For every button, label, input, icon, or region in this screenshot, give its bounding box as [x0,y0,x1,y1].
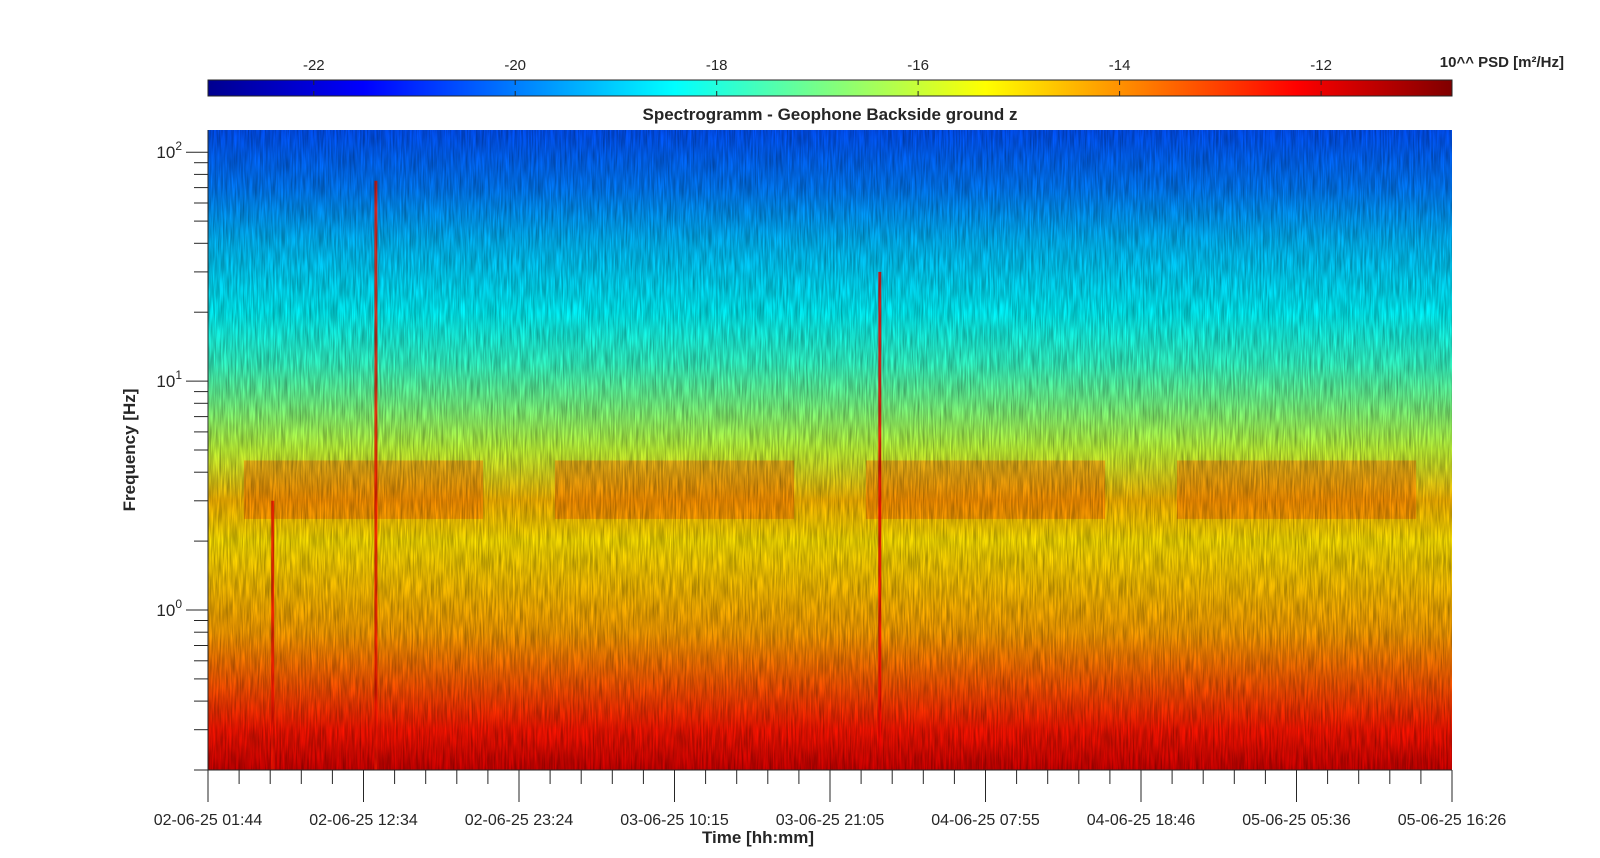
colorbar-gradient [207,79,1453,97]
colorbar-tick-label-1: -20 [504,57,526,74]
y-tick-exp-2: 2 [175,139,182,153]
chart-title: Spectrogramm - Geophone Backside ground … [642,105,1017,124]
colorbar-tick-label-2: -18 [706,57,728,74]
colorbar-tick-label-4: -14 [1109,57,1131,74]
x-tick-label-6: 04-06-25 18:46 [1087,812,1196,829]
x-axis-label: Time [hh:mm] [702,828,814,847]
colorbar: -22 -20 -18 -16 -14 -12 10^^ PSD [m²/Hz] [207,54,1564,97]
x-tick-label-8: 05-06-25 16:26 [1398,812,1507,829]
y-tick-exp-0: 0 [175,597,182,611]
y-tick-label-2: 102 [156,139,182,162]
y-tick-label-1: 101 [156,368,182,391]
colorbar-tick-label-5: -12 [1310,57,1332,74]
y-tick-base-0: 10 [156,601,175,620]
x-tick-label-1: 02-06-25 12:34 [309,812,418,829]
plot-area [208,130,1452,770]
y-tick-label-0: 100 [156,597,182,620]
x-tick-label-5: 04-06-25 07:55 [931,812,1040,829]
x-tick-label-4: 03-06-25 21:05 [776,812,885,829]
colorbar-tick-label-0: -22 [303,57,325,74]
x-tick-label-7: 05-06-25 05:36 [1242,812,1351,829]
y-axis-label: Frequency [Hz] [120,389,139,512]
colorbar-tick-label-3: -16 [907,57,929,74]
x-tick-label-0: 02-06-25 01:44 [154,812,263,829]
x-tick-label-3: 03-06-25 10:15 [620,812,729,829]
y-tick-base-1: 10 [156,372,175,391]
x-tick-label-2: 02-06-25 23:24 [465,812,574,829]
colorbar-label: 10^^ PSD [m²/Hz] [1440,54,1564,71]
y-tick-exp-1: 1 [175,368,182,382]
y-tick-base-2: 10 [156,143,175,162]
colorbar-ticks: -22 -20 -18 -16 -14 -12 [303,57,1332,96]
x-axis-ticks: 02-06-25 01:44 02-06-25 12:34 02-06-25 23:… [154,770,1507,829]
spectrogram-texture [208,130,1452,770]
